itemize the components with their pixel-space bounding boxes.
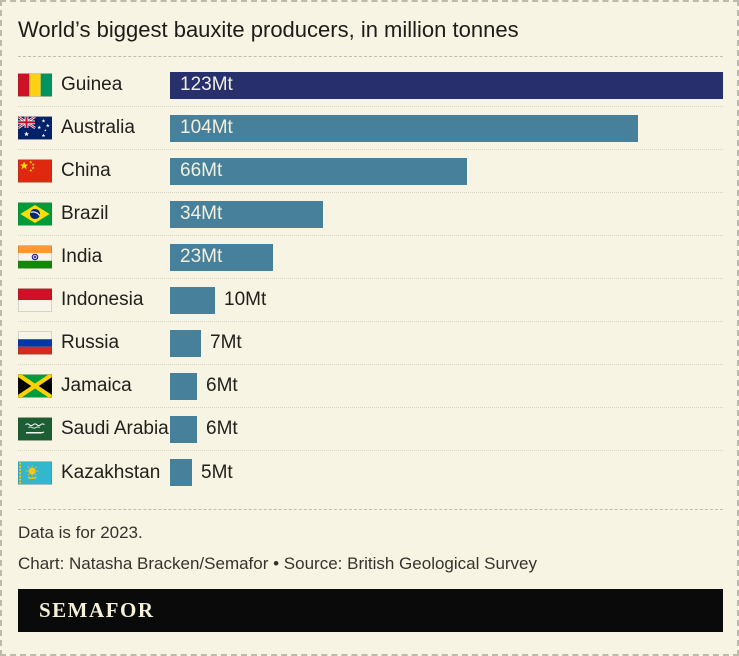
row-label-group: India [18,245,170,269]
chart-title: World’s biggest bauxite producers, in mi… [18,2,723,57]
country-flag-icon [18,288,52,312]
value-bar: 123Mt [170,71,723,99]
row-label-group: Indonesia [18,288,170,312]
country-label: Jamaica [61,375,132,396]
semafor-wordmark: SEMAFOR [39,598,155,622]
footer-credit: Chart: Natasha Bracken/Semafor • Source:… [18,554,538,573]
bar-zone: 123Mt [170,64,723,106]
country-flag-icon [18,245,52,269]
row-label-group: Guinea [18,73,170,97]
row-label-group: Russia [18,331,170,355]
value-label-outside: 7Mt [210,332,242,353]
bar-zone: 10Mt [170,279,723,321]
country-label: Indonesia [61,289,144,310]
bar-zone: 34Mt [170,193,723,235]
bar-zone: 5Mt [170,451,723,494]
value-label-inside: 34Mt [180,203,223,224]
chart-row: Guinea 123Mt [18,64,723,107]
value-bar: 104Mt [170,114,638,142]
chart-row: Russia 7Mt [18,322,723,365]
chart-row: Brazil 34Mt [18,193,723,236]
chart-row: Indonesia 10Mt [18,279,723,322]
row-label-group: Saudi Arabia [18,417,170,441]
country-flag-icon [18,331,52,355]
value-bar [170,415,197,443]
bar-zone: 6Mt [170,365,723,407]
row-label-group: Brazil [18,202,170,226]
footer-note: Data is for 2023. [18,523,143,542]
chart-row: Kazakhstan 5Mt [18,451,723,494]
country-flag-icon [18,116,52,140]
chart-row: Saudi Arabia 6Mt [18,408,723,451]
value-bar [170,286,215,314]
chart-row: Australia 104Mt [18,107,723,150]
row-label-group: Kazakhstan [18,460,170,485]
value-bar [170,329,201,357]
value-bar: 66Mt [170,157,467,185]
chart-row: China 66Mt [18,150,723,193]
chart-row: India 23Mt [18,236,723,279]
country-label: Brazil [61,203,109,224]
country-label: Guinea [61,74,123,95]
country-label: Russia [61,332,120,353]
country-flag-icon [18,460,52,485]
bar-zone: 66Mt [170,150,723,192]
bar-zone: 104Mt [170,107,723,149]
value-bar: 23Mt [170,243,273,271]
value-label-outside: 5Mt [201,461,233,483]
country-flag-icon [18,417,52,441]
country-flag-icon [18,159,52,183]
country-label: Australia [61,117,135,138]
country-flag-icon [18,374,52,398]
value-bar [170,372,197,400]
value-label-outside: 10Mt [224,289,267,310]
country-label: Kazakhstan [61,461,161,483]
value-label-outside: 6Mt [206,418,238,439]
bar-zone: 23Mt [170,236,723,278]
value-label-inside: 23Mt [180,246,223,267]
value-label-outside: 6Mt [206,375,238,396]
row-label-group: Jamaica [18,374,170,398]
value-label-inside: 104Mt [180,117,233,138]
row-label-group: Australia [18,116,170,140]
value-bar: 34Mt [170,200,323,228]
row-label-group: China [18,159,170,183]
bar-zone: 6Mt [170,408,723,450]
country-flag-icon [18,202,52,226]
bar-zone: 7Mt [170,322,723,364]
chart-footer: Data is for 2023. Chart: Natasha Bracken… [18,509,723,574]
chart-row: Jamaica 6Mt [18,365,723,408]
rows: Guinea 123Mt Australia 104Mt China [18,64,723,494]
value-label-inside: 66Mt [180,160,223,181]
semafor-logo-bar: SEMAFOR [18,589,723,632]
value-bar [170,459,192,486]
country-label: India [61,246,103,267]
value-label-inside: 123Mt [180,74,233,95]
country-flag-icon [18,73,52,97]
country-label: China [61,160,111,181]
country-label: Saudi Arabia [61,418,169,439]
